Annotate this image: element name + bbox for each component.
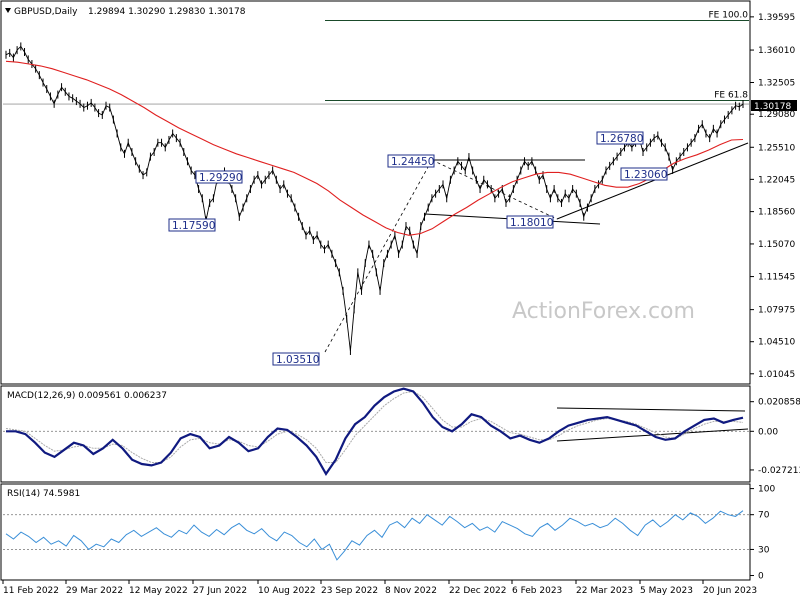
- x-tick-label: 6 Feb 2023: [512, 586, 562, 596]
- rsi-y-axis: 100 70 30 0: [3, 485, 775, 582]
- x-tick-label: 10 Aug 2022: [258, 586, 316, 596]
- rsi-label: RSI(14) 74.5981: [7, 489, 80, 499]
- price-annotation-box: [195, 170, 243, 184]
- main-y-axis: 1.39595 1.36010 1.32505 1.29080 1.25510 1.220…: [750, 13, 795, 380]
- moving-average-line: [5, 60, 744, 236]
- price-annotation-label: 1.29290: [199, 172, 242, 184]
- main-y-tick-label: 1.11545: [758, 273, 795, 283]
- x-tick-label: 20 Jun 2023: [703, 586, 757, 596]
- fib-level-label: FE 100.0: [709, 11, 749, 21]
- x-tick-label: 8 Nov 2022: [385, 586, 437, 596]
- price-annotation-box: [506, 215, 554, 229]
- main-y-tick-label: 1.07975: [758, 306, 795, 316]
- price-line: [5, 45, 744, 352]
- last-price-tag: 1.30178: [751, 100, 797, 112]
- x-tick-label: 22 Dec 2022: [449, 586, 507, 596]
- main-y-tick-label: 1.22045: [758, 175, 795, 185]
- fibonacci-levels: FE 100.0 FE 61.8: [3, 11, 749, 105]
- x-tick-label: 11 Feb 2022: [3, 586, 59, 596]
- main-y-tick-label: 1.29080: [758, 110, 795, 120]
- main-y-tick-label: 1.01045: [758, 370, 795, 380]
- main-y-tick-label: 1.36010: [758, 46, 795, 56]
- chart-title: GBPUSD,Daily: [14, 7, 78, 17]
- x-tick-label: 29 Mar 2022: [66, 586, 123, 596]
- title-arrow-icon: [5, 8, 11, 13]
- price-annotation-label: 1.17590: [172, 220, 215, 232]
- macd-line: [6, 387, 744, 476]
- price-annotation-box: [387, 154, 435, 168]
- x-tick-label: 27 Jun 2022: [193, 586, 247, 596]
- watermark: ActionForex.com: [512, 299, 695, 324]
- ohlc-header: 1.29894 1.30290 1.29830 1.30178: [88, 7, 246, 17]
- rsi-y-tick-label: 0: [758, 572, 764, 582]
- main-panel-frame: [0, 0, 751, 385]
- x-tick-label: 23 Sep 2022: [321, 586, 378, 596]
- macd-y-tick-label: -0.027213: [758, 466, 800, 476]
- trendline-dashed-down: [431, 159, 558, 220]
- price-annotation-label: 1.03510: [276, 354, 319, 366]
- last-price-label: 1.30178: [754, 102, 791, 112]
- price-annotation-label: 1.26780: [600, 133, 643, 145]
- rsi-series: [5, 510, 744, 561]
- rsi-y-tick-label: 100: [758, 485, 775, 495]
- macd-panel-frame: [0, 385, 751, 483]
- price-annotation-box: [596, 131, 644, 145]
- macd-signal-line: [5, 390, 744, 463]
- macd-resistance-line: [556, 407, 746, 412]
- main-y-tick-label: 1.18560: [758, 208, 795, 218]
- price-annotation-box: [272, 352, 320, 366]
- x-tick-label: 5 May 2023: [640, 586, 693, 596]
- x-axis: 11 Feb 2022 29 Mar 2022 12 May 2022 27 Jun …: [2, 580, 757, 596]
- rsi-y-tick-label: 70: [758, 511, 770, 521]
- trendline-dashed-up: [324, 159, 433, 353]
- macd-y-tick-label: 0.020858: [758, 398, 800, 408]
- price-annotation-label: 1.23060: [624, 169, 667, 181]
- price-annotations: 1.29290 1.17590 1.03510 1.24450 1.18010 1.267…: [168, 131, 668, 366]
- main-y-tick-label: 1.25510: [758, 143, 795, 153]
- macd-y-axis: 0.020858 0.00 -0.027213: [3, 398, 800, 476]
- rsi-panel-frame: [0, 483, 751, 581]
- x-tick-label: 22 Mar 2023: [576, 586, 633, 596]
- price-annotation-box: [620, 167, 668, 181]
- price-annotation-label: 1.24450: [391, 156, 434, 168]
- macd-y-tick-label: 0.00: [758, 427, 778, 437]
- main-y-tick-label: 1.15070: [758, 240, 795, 250]
- main-y-tick-label: 1.32505: [758, 79, 795, 89]
- fib-level-label: FE 61.8: [714, 91, 748, 101]
- rsi-y-tick-label: 30: [758, 545, 770, 555]
- x-tick-label: 12 May 2022: [129, 586, 188, 596]
- main-series: [5, 42, 744, 355]
- trendline-support: [556, 142, 749, 220]
- macd-series: [5, 387, 744, 476]
- rsi-line: [5, 510, 744, 561]
- price-annotation-box: [168, 218, 216, 232]
- price-annotation-label: 1.18010: [510, 217, 553, 229]
- macd-label: MACD(12,26,9) 0.009561 0.006237: [7, 391, 167, 401]
- main-y-tick-label: 1.39595: [758, 13, 795, 23]
- main-y-tick-label: 1.04510: [758, 338, 795, 348]
